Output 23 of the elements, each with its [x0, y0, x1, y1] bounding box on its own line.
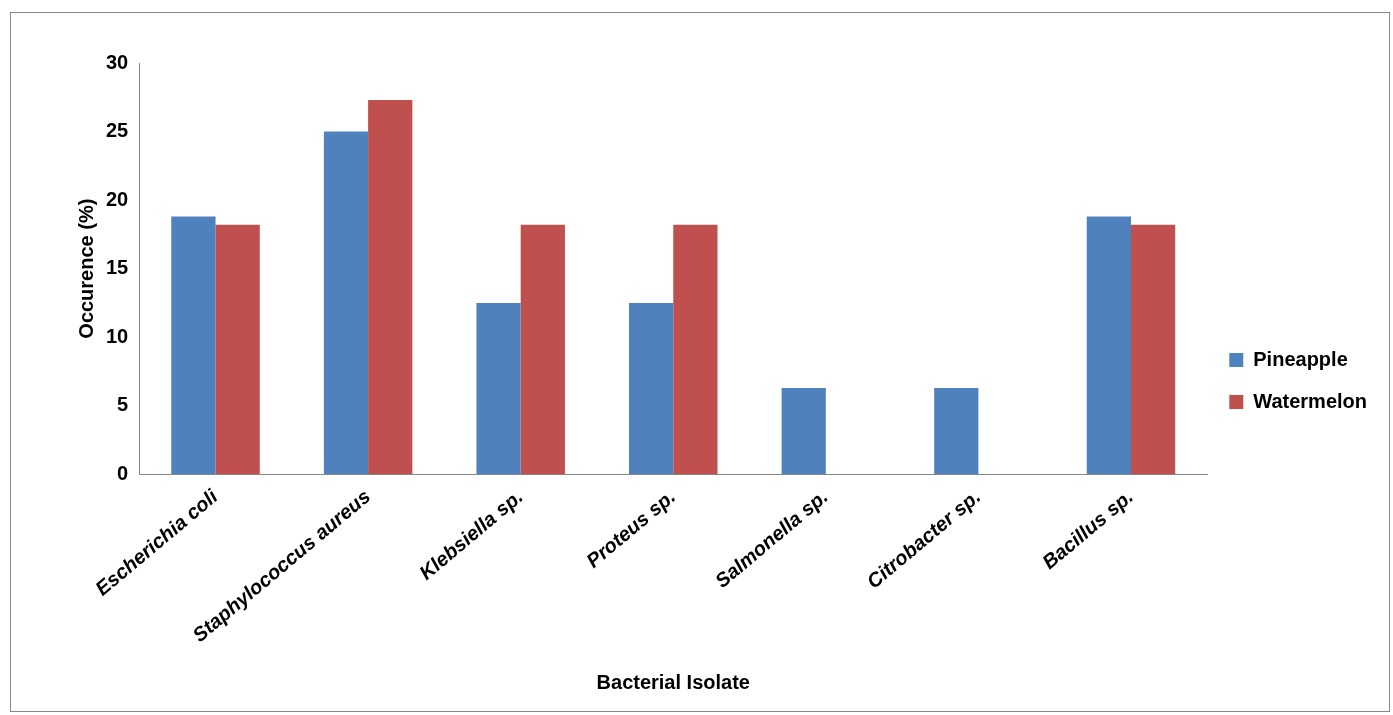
bar	[520, 224, 565, 475]
y-tick-label: 20	[106, 187, 129, 210]
y-tick-label: 15	[106, 256, 129, 279]
legend-label: Pineapple	[1253, 347, 1348, 370]
y-tick-label: 30	[106, 50, 129, 73]
bar	[934, 387, 979, 475]
bar	[171, 216, 216, 475]
legend-label: Watermelon	[1253, 389, 1368, 412]
y-tick-label: 5	[117, 393, 129, 416]
bar	[368, 100, 413, 475]
bar	[1130, 224, 1176, 475]
y-tick-label: 25	[106, 119, 129, 142]
y-tick-label: 0	[117, 461, 129, 484]
bar	[476, 302, 521, 475]
y-axis-title: Occurence (%)	[74, 198, 97, 339]
x-axis-title: Bacterial Isolate	[596, 670, 750, 693]
y-tick-label: 10	[106, 324, 129, 347]
bar	[1086, 216, 1131, 475]
bar	[323, 131, 369, 475]
bar	[629, 302, 674, 475]
bar	[215, 224, 260, 475]
bar	[781, 387, 826, 475]
bar	[673, 224, 718, 475]
